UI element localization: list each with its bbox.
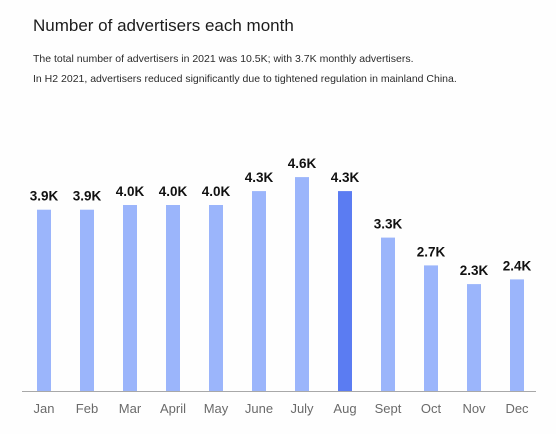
bar-july xyxy=(295,177,309,391)
value-label-aug: 4.3K xyxy=(331,170,360,185)
x-tick-label-april: April xyxy=(160,401,186,416)
bar-feb xyxy=(80,209,94,391)
x-tick-label-sept: Sept xyxy=(375,401,402,416)
value-label-sept: 3.3K xyxy=(374,217,403,232)
x-tick-label-aug: Aug xyxy=(333,401,356,416)
x-tick-label-oct: Oct xyxy=(421,401,442,416)
bar-april xyxy=(166,205,180,391)
bar-june xyxy=(252,191,266,391)
x-tick-label-dec: Dec xyxy=(505,401,529,416)
bar-mar xyxy=(123,205,137,391)
x-tick-label-july: July xyxy=(290,401,314,416)
bar-dec xyxy=(510,279,524,391)
chart-description-line-2: In H2 2021, advertisers reduced signific… xyxy=(33,73,457,85)
value-label-jan: 3.9K xyxy=(30,189,59,204)
value-label-dec: 2.4K xyxy=(503,258,532,273)
value-label-june: 4.3K xyxy=(245,170,274,185)
value-label-may: 4.0K xyxy=(202,184,231,199)
value-label-july: 4.6K xyxy=(288,156,317,171)
value-label-nov: 2.3K xyxy=(460,263,489,278)
bar-sept xyxy=(381,237,395,391)
value-label-mar: 4.0K xyxy=(116,184,145,199)
value-label-april: 4.0K xyxy=(159,184,188,199)
chart-title: Number of advertisers each month xyxy=(33,16,294,35)
bar-oct xyxy=(424,265,438,391)
chart-description-line-1: The total number of advertisers in 2021 … xyxy=(33,53,414,65)
x-tick-label-feb: Feb xyxy=(76,401,98,416)
bar-nov xyxy=(467,284,481,391)
value-label-oct: 2.7K xyxy=(417,244,446,259)
bar-jan xyxy=(37,209,51,391)
x-tick-label-june: June xyxy=(245,401,273,416)
x-tick-label-mar: Mar xyxy=(119,401,142,416)
x-tick-label-may: May xyxy=(204,401,229,416)
bar-aug xyxy=(338,191,352,391)
x-tick-label-nov: Nov xyxy=(462,401,486,416)
value-label-feb: 3.9K xyxy=(73,189,102,204)
bar-may xyxy=(209,205,223,391)
x-tick-label-jan: Jan xyxy=(34,401,55,416)
